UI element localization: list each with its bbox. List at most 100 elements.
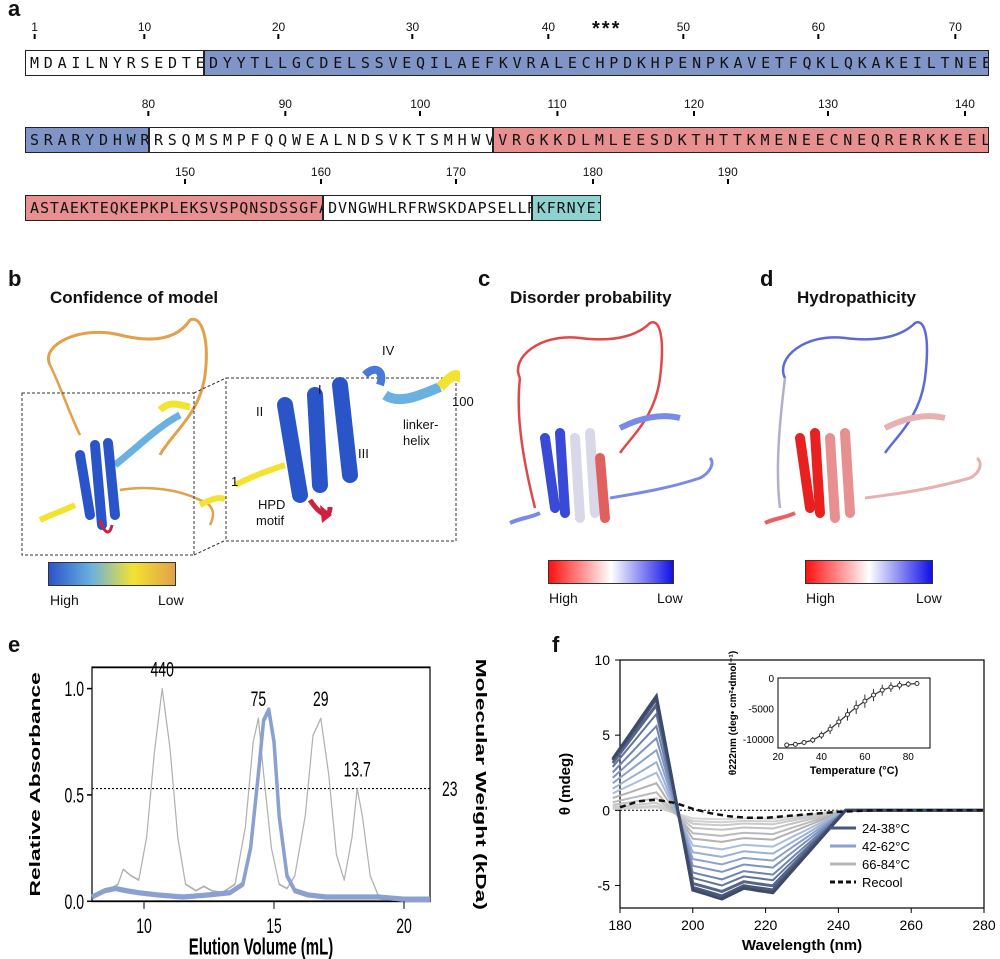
inset-x-tick-label: 40 — [816, 752, 828, 763]
inset-point — [862, 698, 868, 704]
sequence-tick-label: 60 — [811, 20, 826, 34]
sequence-tick-label: 180 — [582, 165, 603, 179]
sequence-tick: 20 — [272, 20, 285, 39]
sequence-tick: 110 — [548, 97, 567, 116]
sequence-tick: 70 — [949, 20, 962, 39]
panel-d-letter: d — [760, 266, 774, 291]
peak-label: 13.7 — [344, 758, 371, 782]
hpd-stars: *** — [592, 18, 622, 40]
sequence-tick-label: 10 — [137, 20, 152, 34]
sequence-tick-label: 150 — [175, 165, 196, 179]
inset-x-tick-label: 80 — [903, 752, 915, 763]
x-tick-label: 200 — [681, 917, 705, 933]
mw-reference-label: 23 — [442, 777, 458, 801]
sequence-tick-label: 140 — [954, 97, 975, 111]
confidence-gradient-bar — [48, 562, 176, 586]
panel-b-title: Confidence of model — [50, 288, 219, 307]
inset-x-tick-label: 20 — [772, 752, 784, 763]
sequence-tick: 140 — [955, 97, 975, 116]
disorder-high-label: High — [549, 590, 578, 606]
disorder-low-label: Low — [657, 590, 683, 606]
legend-label: 66-84°C — [862, 857, 910, 872]
sequence-tick-label: 50 — [676, 20, 691, 34]
y2-axis-label: Molecular Weight (kDa) — [472, 659, 488, 910]
y-tick-label: 5 — [602, 727, 610, 743]
legend-label: 24-38°C — [862, 821, 910, 836]
sequence-tick-label: 80 — [141, 97, 156, 111]
y-axis-label: Relative Absorbance — [28, 672, 44, 897]
x-axis-label: Wavelength (nm) — [742, 937, 862, 954]
inset-point — [836, 719, 842, 725]
panel-a-letter: a — [8, 0, 21, 21]
sequence-tick-label: 100 — [410, 97, 431, 111]
sequence-tick-label: 160 — [310, 165, 331, 179]
sequence-tick: 50 — [677, 20, 690, 39]
inset-y-tick-label: -10000 — [743, 735, 775, 746]
inset-point — [879, 687, 885, 693]
sequence-tick-label: 70 — [948, 20, 962, 34]
x-tick-label: 15 — [266, 914, 282, 938]
x-tick-label: 10 — [136, 914, 152, 938]
inset-point — [844, 712, 850, 718]
y-tick-label: 0.5 — [65, 784, 84, 808]
sequence-segment: DYYTLLGCDELSSVEQILAEFKVRALECHPDKHPENPKAV… — [204, 50, 989, 76]
sequence-segment: DVNGWHLRFRWSKDAPSELLR — [323, 195, 532, 221]
hydropathicity-high-label: High — [806, 590, 835, 606]
legend-label: Recool — [862, 875, 903, 890]
residue-label-100: 100 — [452, 394, 474, 409]
residue-label-1: 1 — [231, 474, 239, 489]
inset-point — [853, 704, 859, 710]
inset-y-tick-label: 0 — [768, 674, 774, 685]
sequence-tick-label: 30 — [405, 20, 420, 34]
y-tick-label: 0.0 — [65, 890, 84, 914]
sequence-tick: 190 — [718, 165, 738, 184]
confidence-high-label: High — [50, 592, 79, 608]
sec-trace-0 — [91, 687, 430, 903]
y-tick-label: 10 — [594, 652, 610, 668]
panel-f-letter: f — [552, 632, 560, 657]
sequence-tick: 10 — [138, 20, 151, 39]
inset-point — [905, 681, 911, 687]
sec-trace-1 — [91, 707, 430, 902]
inset-x-tick-label: 60 — [859, 752, 871, 763]
helix-label-II: II — [256, 404, 264, 419]
sequence-tick-label: 120 — [684, 97, 705, 111]
inset-x-label: Temperature (°C) — [810, 765, 899, 777]
inset-point — [888, 684, 894, 690]
panel-b-letter: b — [8, 266, 22, 291]
panel-c-title: Disorder probability — [510, 288, 672, 307]
x-tick-label: 280 — [972, 917, 996, 933]
sequence-tick: 150 — [175, 165, 195, 184]
panel-c-letter: c — [478, 266, 491, 291]
peak-label: 440 — [151, 658, 174, 682]
inset-point — [897, 682, 903, 688]
inset-fit-line — [786, 682, 918, 746]
panel-d-title: Hydropathicity — [797, 288, 917, 307]
sequence-tick: 120 — [684, 97, 704, 116]
sequence-tick-label: 40 — [541, 20, 556, 34]
sequence-tick-label: 130 — [817, 97, 839, 111]
confidence-model-structure — [21, 317, 460, 556]
x-tick-label: 260 — [900, 917, 924, 933]
sequence-tick-label: 1 — [31, 20, 38, 34]
sequence-tick: 1 — [31, 20, 38, 39]
inset-point — [914, 680, 920, 686]
linker-label-1: linker- — [403, 417, 439, 432]
y-tick-label: 0 — [602, 802, 610, 818]
sequence-tick: 30 — [406, 20, 419, 39]
inset-point — [792, 741, 798, 747]
sequence-segment: KFRNYEI — [531, 195, 602, 221]
linker-label-2: helix — [403, 433, 430, 448]
inset-point — [810, 737, 816, 743]
sequence-segment: RSQMSMPFQQWEALNDSVKTSMHWV — [148, 127, 494, 153]
x-tick-label: 240 — [827, 917, 851, 933]
sequence-tick-label: 110 — [547, 97, 567, 111]
sec-chart: 23 440 75 29 13.7 10 15 20 0.0 0.5 1.0 Elution Volu… — [28, 658, 489, 959]
sequence-tick: 130 — [818, 97, 838, 116]
inset-point — [871, 692, 877, 698]
sequence-tick-label: 90 — [278, 97, 292, 111]
inset-y-tick-label: -5000 — [748, 704, 774, 715]
x-tick-label: 220 — [754, 917, 778, 933]
plot-frame — [91, 666, 431, 903]
